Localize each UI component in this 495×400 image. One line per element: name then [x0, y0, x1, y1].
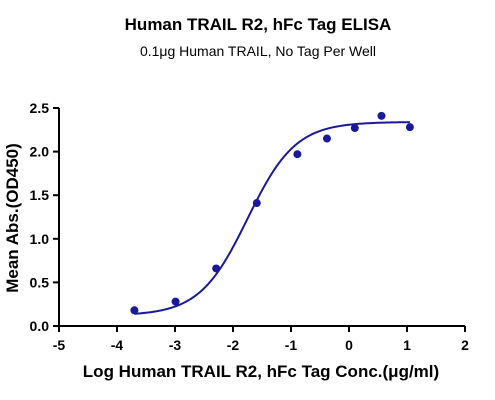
x-axis-ticks: -5 -4 -3 -2 -1 0 1 2 [53, 326, 469, 353]
data-point [322, 134, 331, 143]
data-point [212, 264, 221, 273]
data-point [377, 111, 386, 120]
y-tick-label: 1.0 [30, 231, 50, 247]
data-point [130, 306, 139, 315]
x-tick-label: 0 [345, 337, 353, 353]
fit-curve [134, 121, 410, 315]
y-tick-label: 2.5 [30, 100, 50, 116]
chart-title: Human TRAIL R2, hFc Tag ELISA [125, 15, 392, 34]
data-point [405, 123, 414, 132]
y-tick-label: 2.0 [30, 144, 50, 160]
x-tick-label: -5 [53, 337, 66, 353]
y-tick-label: 0.0 [30, 318, 50, 334]
x-tick-label: -4 [111, 337, 124, 353]
y-axis-ticks: 0.0 0.5 1.0 1.5 2.0 2.5 [30, 100, 59, 334]
x-tick-label: -2 [227, 337, 240, 353]
data-point [252, 199, 261, 208]
y-axis-label: Mean Abs.(OD450) [3, 143, 22, 293]
x-tick-label: 2 [461, 337, 469, 353]
y-tick-label: 0.5 [30, 274, 50, 290]
data-point [293, 150, 302, 159]
y-tick-label: 1.5 [30, 187, 50, 203]
data-point [171, 297, 180, 306]
data-points [130, 111, 414, 315]
x-tick-label: -1 [285, 337, 298, 353]
x-tick-label: 1 [403, 337, 411, 353]
data-point [350, 124, 359, 133]
chart-subtitle: 0.1μg Human TRAIL, No Tag Per Well [140, 43, 376, 59]
x-tick-label: -3 [169, 337, 182, 353]
x-axis-label: Log Human TRAIL R2, hFc Tag Conc.(μg/ml) [83, 362, 439, 381]
